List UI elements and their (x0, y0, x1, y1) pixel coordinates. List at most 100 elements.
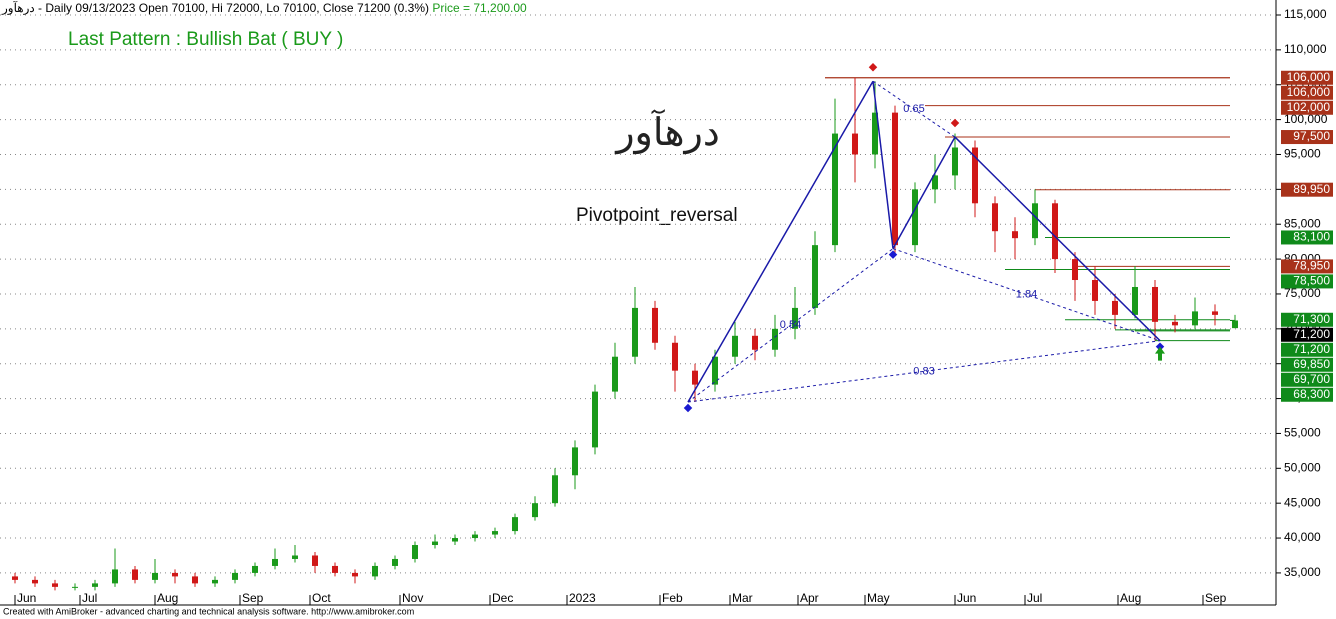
price-tag-label: 71,200 (1293, 342, 1330, 356)
header-info: - Daily 09/13/2023 Open 70100, Hi 72000,… (34, 1, 433, 15)
candle-body (772, 328, 778, 350)
price-tag (1281, 357, 1333, 372)
price-tag-label: 69,700 (1293, 372, 1330, 386)
candle-body (632, 307, 638, 357)
candle-body (692, 370, 698, 385)
x-tick-label: Oct (312, 591, 331, 605)
y-tick-label: 75,000 (1284, 286, 1321, 300)
candle-body (72, 586, 78, 588)
price-tag (1281, 312, 1333, 327)
y-tick-label: 40,000 (1284, 530, 1321, 544)
price-tag (1281, 70, 1333, 85)
candle-body (1192, 311, 1198, 326)
price-tag-label: 102,000 (1287, 100, 1331, 114)
candle-body (12, 576, 18, 580)
candle-body (212, 579, 218, 584)
price-tag-label: 106,000 (1287, 85, 1331, 99)
candle-body (472, 534, 478, 539)
candle-body (272, 558, 278, 566)
buy-arrow (1155, 346, 1165, 361)
price-tag (1281, 130, 1333, 145)
candle-body (1092, 280, 1098, 301)
price-tag (1281, 372, 1333, 387)
x-tick-label: Jun (957, 591, 976, 605)
candle-body (952, 147, 958, 176)
x-tick-label: Sep (1205, 591, 1227, 605)
y-tick-label: 110,000 (1284, 42, 1327, 56)
candle-body (992, 203, 998, 232)
pattern-ratio-line (687, 340, 1161, 403)
pivot-marker (683, 403, 693, 413)
candle-body (152, 572, 158, 580)
candle-body (392, 558, 398, 566)
candle-body (592, 391, 598, 448)
y-tick-label: 95,000 (1284, 147, 1321, 161)
candle-body (292, 555, 298, 559)
candle-body (412, 545, 418, 559)
x-tick-label: Aug (157, 591, 178, 605)
price-tag (1281, 100, 1333, 115)
pivot-marker (868, 63, 878, 72)
candle-body (372, 565, 378, 577)
candle-body (812, 245, 818, 308)
candle-body (1012, 231, 1018, 239)
x-tick-label: Jul (1027, 591, 1042, 605)
candle-body (532, 503, 538, 518)
price-tag (1281, 230, 1333, 245)
x-tick-label: Dec (492, 591, 513, 605)
price-tag-label: 69,850 (1293, 357, 1330, 371)
candle-body (92, 583, 98, 587)
x-tick-label: Sep (242, 591, 264, 605)
candle-body (332, 565, 338, 573)
x-tick-label: Jun (17, 591, 36, 605)
x-tick-label: Nov (402, 591, 423, 605)
candle-body (52, 583, 58, 587)
candle-body (232, 572, 238, 580)
pattern-ratio-line (872, 80, 956, 138)
y-tick-label: 45,000 (1284, 495, 1321, 509)
header: درهآور - Daily 09/13/2023 Open 70100, Hi… (2, 1, 527, 15)
candle-body (872, 112, 878, 155)
header-price: Price = 71,200.00 (432, 1, 527, 15)
candle-body (792, 307, 798, 329)
x-tick-label: Aug (1120, 591, 1141, 605)
price-tag-label: 68,300 (1293, 387, 1330, 401)
candle-body (492, 531, 498, 535)
candle-body (572, 447, 578, 476)
candle-body (832, 133, 838, 246)
candle-body (972, 147, 978, 204)
candle-body (732, 335, 738, 357)
candle-body (432, 541, 438, 546)
candle-body (1052, 203, 1058, 260)
pattern-title: Last Pattern : Bullish Bat ( BUY ) (68, 29, 343, 50)
candle-body (172, 572, 178, 577)
watermark: درهآور (614, 109, 720, 155)
pivot-marker (888, 250, 898, 259)
x-tick-label: Jul (82, 591, 97, 605)
candle-body (452, 538, 458, 542)
price-tag-label: 97,500 (1293, 129, 1330, 143)
candle-body (512, 517, 518, 532)
price-tag (1281, 182, 1333, 197)
symbol: درهآور (2, 1, 35, 15)
candle-body (1232, 320, 1238, 329)
pattern-ratio: 0.83 (913, 365, 934, 377)
candle-body (892, 112, 898, 246)
x-tick-label: 2023 (569, 591, 596, 605)
price-tag (1281, 274, 1333, 289)
price-tag (1281, 327, 1333, 342)
candle-body (752, 335, 758, 350)
candle-body (652, 307, 658, 343)
price-tag-label: 71,200 (1293, 327, 1330, 341)
price-tag-label: 89,950 (1293, 182, 1330, 196)
y-tick-label: 100,000 (1284, 112, 1328, 126)
price-tag-label: 71,300 (1293, 312, 1330, 326)
candle-body (1212, 311, 1218, 315)
candle-body (1152, 286, 1158, 322)
y-tick-label: 85,000 (1284, 216, 1321, 230)
pattern-ratio: 1.84 (1016, 289, 1037, 301)
candle-body (912, 189, 918, 246)
candle-body (32, 579, 38, 584)
candle-body (932, 175, 938, 190)
